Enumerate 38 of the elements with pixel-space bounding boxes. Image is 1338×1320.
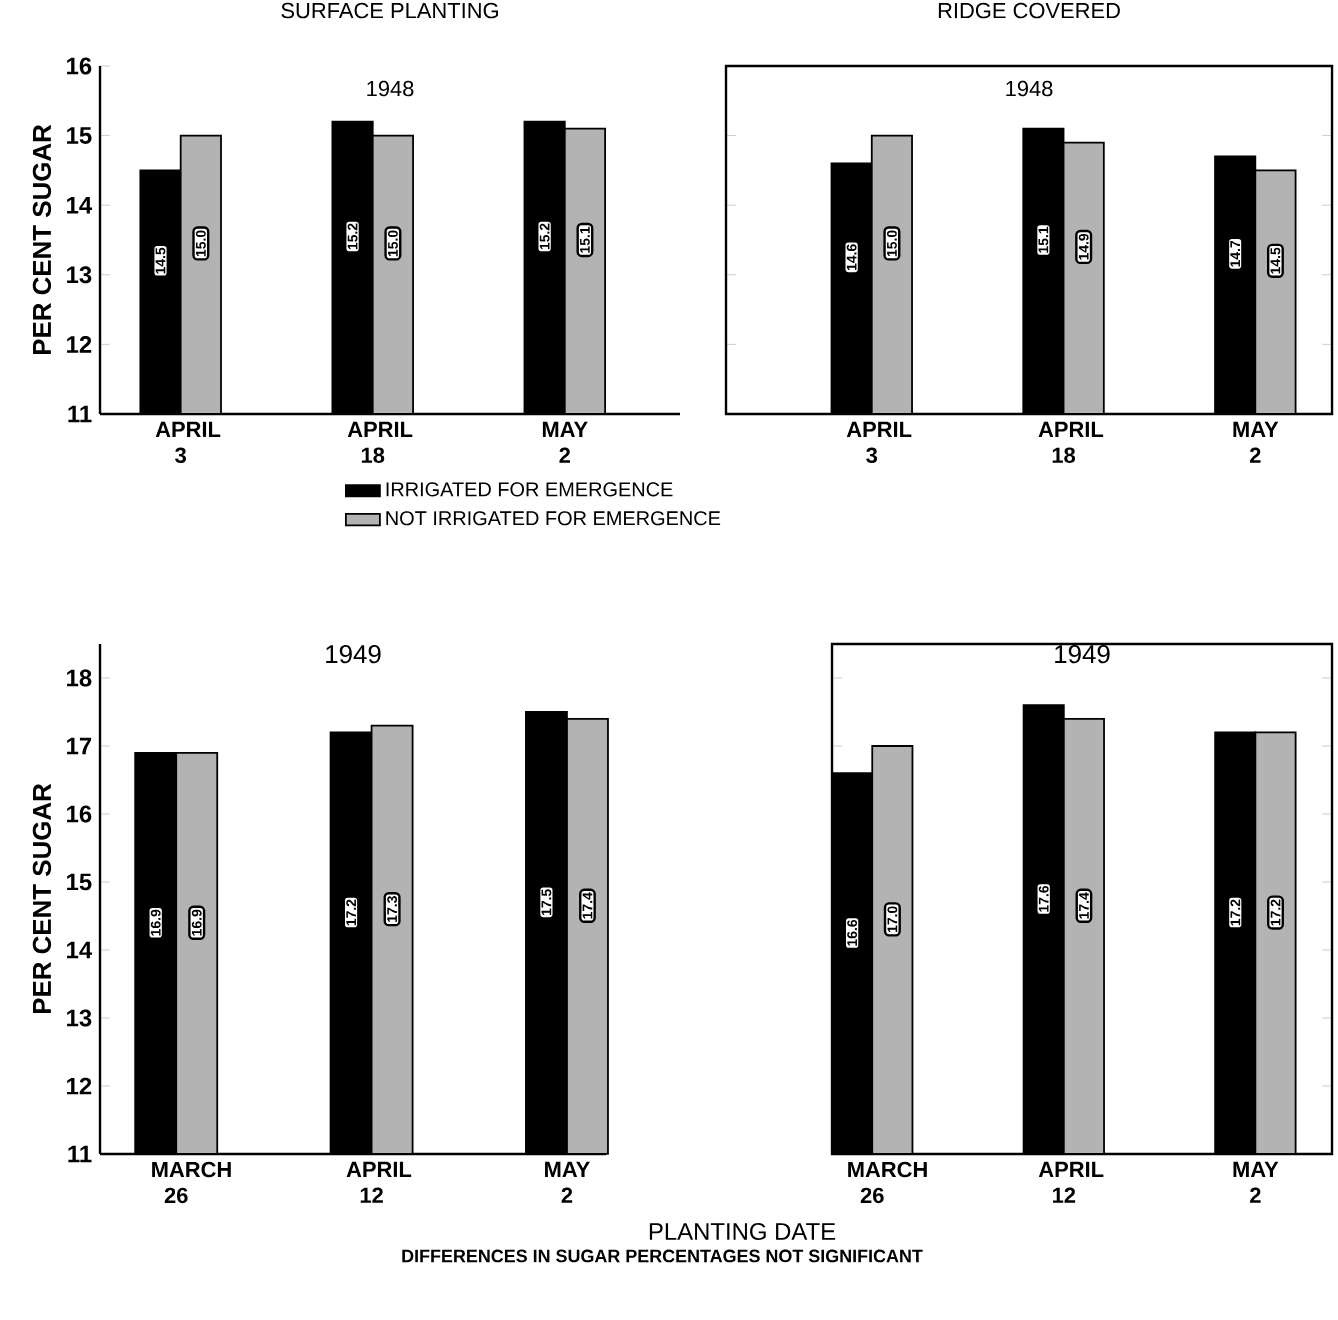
y-tick-label: 14 <box>67 196 93 214</box>
x-tick-label: MAY 2 <box>545 1161 590 1203</box>
y-tick-label: 11 <box>68 405 92 423</box>
x-tick-label: APRIL 18 <box>347 421 413 463</box>
y-tick-label: 16 <box>67 805 92 823</box>
y-tick-label: 14 <box>67 941 93 959</box>
x-tick-label: MARCH 26 <box>848 1161 927 1204</box>
legend-label: NOT IRRIGATED FOR EMERGENCE <box>386 511 721 526</box>
y-tick-label: 11 <box>68 1145 92 1163</box>
chart-title: RIDGE COVERED <box>938 2 1120 19</box>
y-tick-label: 13 <box>67 1009 92 1027</box>
legend-label: IRRIGATED FOR EMERGENCE <box>386 482 673 497</box>
y-tick-label: 18 <box>67 669 92 687</box>
x-tick-label: MAY 2 <box>1233 1161 1279 1203</box>
x-tick-label: MAY 2 <box>1233 421 1279 463</box>
chart-title: 1949 <box>326 644 381 664</box>
y-tick-label: 15 <box>67 127 92 144</box>
y-tick-label: 12 <box>67 1077 92 1095</box>
x-tick-label: APRIL 3 <box>846 421 912 464</box>
x-axis-title: PLANTING DATE <box>649 1223 836 1240</box>
y-axis-title: PER CENT SUGAR <box>32 783 52 1014</box>
y-tick-label: 17 <box>67 737 92 755</box>
text: 1948 <box>367 80 414 97</box>
y-tick-label: 15 <box>67 873 92 891</box>
chart-title: 1949 <box>1055 644 1110 664</box>
x-tick-label: MARCH 26 <box>152 1161 231 1204</box>
x-tick-label: APRIL 3 <box>155 421 221 464</box>
text: DIFFERENCES IN SUGAR PERCENTAGES NOT SIGNIFICANT <box>402 1249 923 1263</box>
x-tick-label: APRIL 12 <box>346 1161 412 1203</box>
y-tick-label: 13 <box>67 266 92 284</box>
x-tick-label: APRIL 12 <box>1038 1161 1104 1203</box>
chart-title: SURFACE PLANTING <box>281 2 498 19</box>
y-tick-label: 16 <box>67 57 92 75</box>
y-tick-label: 12 <box>67 336 92 353</box>
y-axis-title: PER CENT SUGAR <box>32 124 52 355</box>
x-tick-label: APRIL 18 <box>1038 421 1104 463</box>
text: 1948 <box>1006 80 1053 97</box>
x-tick-label: MAY 2 <box>542 421 588 463</box>
